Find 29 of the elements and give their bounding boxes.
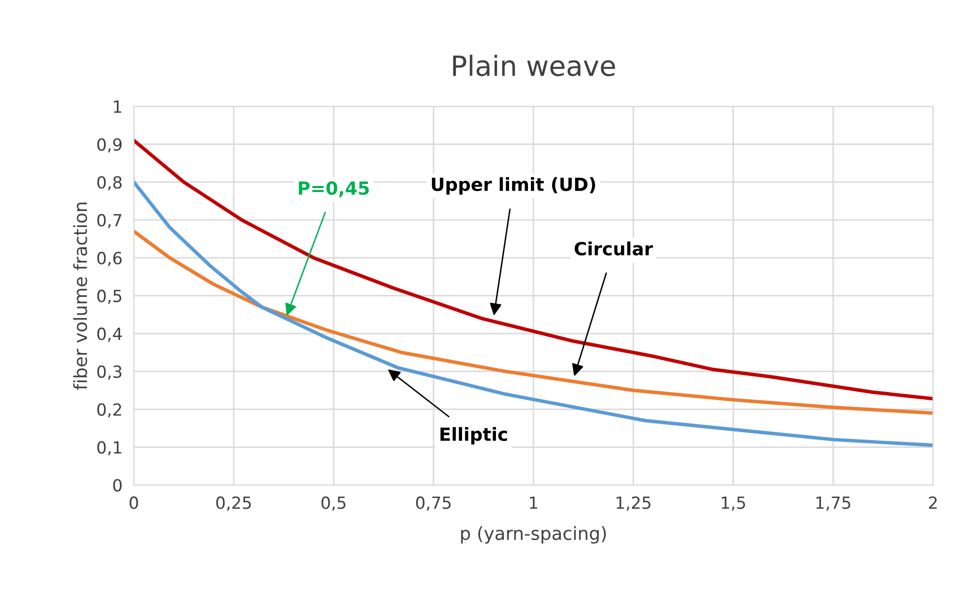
y-tick-label: 0,8 (97, 176, 122, 190)
y-tick-label: 0,7 (97, 214, 122, 228)
y-tick-label: 0,9 (97, 138, 122, 153)
annotation: Circular (574, 242, 653, 256)
annotation: Elliptic (440, 427, 507, 445)
y-axis-title: fiber volume fraction (73, 202, 88, 390)
chart-title: Plain weave (453, 54, 615, 76)
x-tick-label: 1,25 (616, 496, 650, 511)
annotation: Upper limit (UD) (432, 177, 596, 195)
y-tick-label: 0,3 (97, 365, 122, 380)
y-tick-label: 0 (113, 478, 122, 492)
y-tick-label: 0,2 (97, 403, 122, 418)
y-tick-label: 1 (114, 100, 122, 113)
y-tick-label: 0,6 (97, 252, 122, 266)
x-tick-label: 0,5 (321, 496, 346, 511)
annotation: P=0,45 (298, 181, 369, 198)
line-series (134, 230, 934, 415)
y-tick-label: 0,5 (97, 290, 122, 304)
x-tick-label: 0,25 (216, 496, 251, 511)
x-tick-label: 1,5 (722, 496, 746, 511)
x-tick-label: 1,75 (816, 496, 850, 511)
y-tick-label: 0,1 (97, 441, 122, 456)
y-tick-label: 0,4 (97, 328, 122, 342)
x-tick-label: 2 (928, 496, 937, 509)
x-tick-label: 0,75 (416, 496, 451, 511)
x-axis-title: p (yarn-spacing) (461, 526, 606, 544)
line-series (134, 138, 934, 400)
x-tick-label: 0 (130, 496, 138, 510)
x-tick-label: 1 (530, 496, 538, 509)
